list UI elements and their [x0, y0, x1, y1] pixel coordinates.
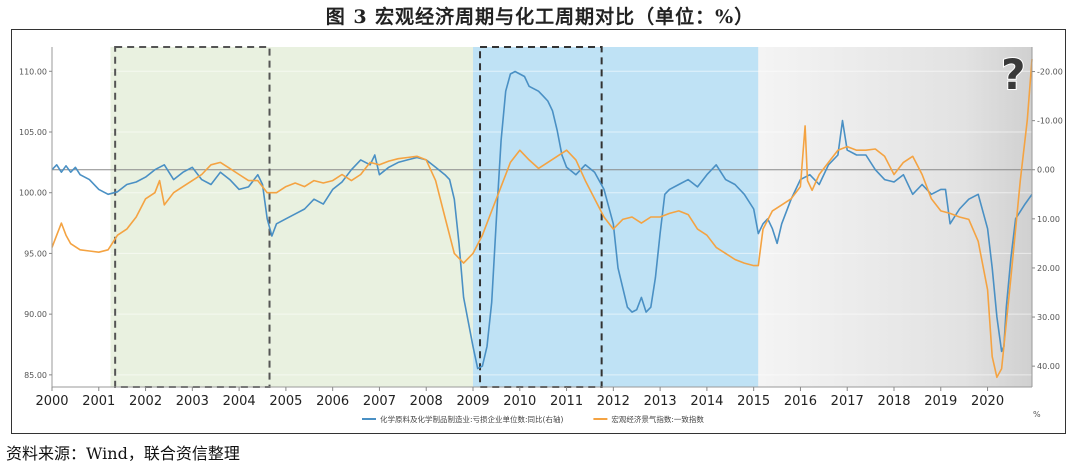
x-tick-label: 2015 [737, 394, 770, 409]
series-line-1 [51, 70, 1033, 370]
shaded-region-1 [110, 47, 474, 387]
y-left-tick-label: 100.00 [19, 189, 47, 198]
x-tick-label: 2006 [316, 394, 349, 409]
x-tick-label: 2001 [82, 394, 115, 409]
x-tick-label: 2012 [597, 394, 630, 409]
shaded-region-2 [473, 47, 759, 387]
shaded-region-gradient [758, 47, 1032, 387]
x-tick-label: 2018 [877, 394, 910, 409]
line-chart: 85.00 90.00 95.00 100.00 105.00 110.00 -20.00 -… [19, 46, 1063, 424]
y-left-tick-label: 105.00 [19, 128, 47, 137]
y-right-tick-label: 30.00 [1037, 313, 1060, 322]
legend-label-1: 化学原料及化学制品制造业:亏损企业单位数:同比(右轴) [380, 414, 563, 424]
dashed-box-1 [114, 46, 271, 388]
x-tick-label: 2008 [410, 394, 443, 409]
x-tick-label: 2020 [971, 394, 1004, 409]
x-tick-label: 2013 [644, 394, 677, 409]
chart-frame: 85.00 90.00 95.00 100.00 105.00 110.00 -20.00 -… [11, 29, 1066, 434]
figure-title: 图 3 宏观经济周期与化工周期对比（单位：%） [325, 6, 755, 28]
y-left-tick-label: 90.00 [24, 310, 47, 319]
x-tick-label: 2007 [363, 394, 396, 409]
x-tick-label: 2004 [223, 394, 256, 409]
y-left-tick-label: 95.00 [24, 249, 47, 258]
y-right-tick-label: 20.00 [1037, 264, 1060, 273]
x-tick-label: 2009 [456, 394, 489, 409]
y-left-tick-label: 110.00 [19, 67, 47, 76]
x-tick-label: 2003 [176, 394, 209, 409]
y-left-tick-label: 85.00 [24, 371, 47, 380]
y-right-tick-label: 40.00 [1037, 362, 1060, 371]
y-right-tick-label: 0.00 [1037, 166, 1055, 175]
x-tick-label: 2000 [35, 394, 68, 409]
y-right-tick-label: -10.00 [1037, 117, 1063, 126]
question-mark-icon: ? [1001, 50, 1025, 99]
x-tick-label: 2014 [690, 394, 723, 409]
x-tick-label: 2005 [269, 394, 302, 409]
x-tick-label: 2017 [831, 394, 864, 409]
source-note: 资料来源：Wind，联合资信整理 [6, 444, 240, 463]
x-tick-label: 2011 [550, 394, 583, 409]
legend-label-2: 宏观经济景气指数:一致指数 [611, 414, 704, 424]
y-right-tick-label: -20.00 [1037, 68, 1063, 77]
x-tick-label: 2016 [784, 394, 817, 409]
x-tick-label: 2019 [924, 394, 957, 409]
unit-mark: % [1033, 410, 1041, 419]
x-tick-label: 2002 [129, 394, 162, 409]
y-right-tick-label: 10.00 [1037, 215, 1060, 224]
x-tick-label: 2010 [503, 394, 536, 409]
series-line-2 [51, 59, 1033, 379]
